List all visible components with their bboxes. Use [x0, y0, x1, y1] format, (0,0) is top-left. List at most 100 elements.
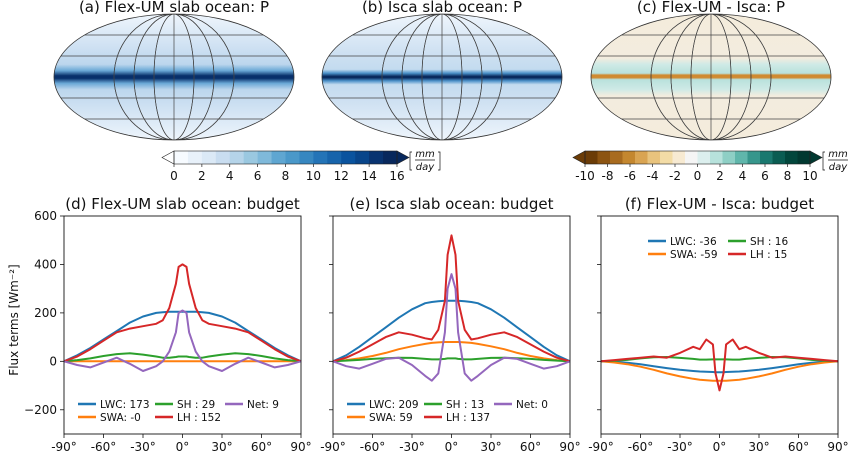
panel-title: (d) Flex-UM slab ocean: budget [65, 195, 300, 213]
colorbar-swatch [585, 151, 598, 164]
x-tick-label: 30° [748, 440, 769, 453]
budget-panel-1: (e) Isca slab ocean: budget -90° -60° -30° 0… [320, 195, 580, 454]
colorbar-tick-label: 2 [716, 169, 724, 183]
colorbar-tick-label: 12 [334, 169, 349, 183]
map-a [53, 13, 295, 141]
colorbar-swatch [229, 151, 245, 164]
colorbar-tick-label: 0 [694, 169, 702, 183]
colorbar-tick-label: 4 [739, 169, 747, 183]
y-tick-label: 400 [34, 257, 57, 271]
panel-title: (f) Flex-UM - Isca: budget [625, 195, 814, 213]
colorbar-tick-label: -10 [575, 169, 595, 183]
colorbar-swatch [697, 151, 711, 164]
colorbar-swatch [369, 151, 384, 164]
colorbar-extend-high [809, 150, 823, 165]
map-title-b: (b) Isca slab ocean: P [362, 0, 522, 16]
colorbar-tick-label: 10 [802, 169, 817, 183]
colorbar-tick-label: -2 [669, 169, 681, 183]
series-line-net [332, 273, 571, 382]
y-tick-label: −200 [24, 403, 57, 417]
colorbar-precip: 0 2 4 6 8 10 12 14 16 mm day [161, 149, 441, 183]
x-tick-label: -90° [51, 440, 77, 453]
colorbar-swatch [672, 151, 686, 164]
meridian-line [670, 14, 752, 140]
x-tick-label: 30° [480, 440, 501, 453]
colorbar-unit-den: day [829, 162, 848, 173]
colorbar-tick-label: 10 [306, 169, 321, 183]
colorbar-swatch [635, 151, 648, 164]
budget-panel-2: (f) Flex-UM - Isca: budget -90° -60° -30° 0°… [588, 195, 848, 454]
colorbar-tick-label: 14 [361, 169, 376, 183]
legend-entry: Net: 9 [247, 399, 279, 411]
colorbar-swatch [285, 151, 300, 164]
map-c-grid [591, 14, 831, 140]
legend-entry: SH : 16 [750, 236, 788, 248]
colorbar-tick-label: 0 [170, 169, 178, 183]
colorbar-unit-bracket [822, 151, 825, 171]
panel-title: (e) Isca slab ocean: budget [350, 195, 554, 213]
series-line-net [63, 309, 302, 372]
colorbar-swatch [327, 151, 342, 164]
series-line-lwc [332, 299, 571, 363]
y-tick-label: 200 [34, 306, 57, 320]
x-tick-label: 60° [788, 440, 809, 453]
colorbar-swatch [271, 151, 286, 164]
y-tick-label: 0 [49, 354, 57, 368]
legend-entry: SH : 29 [177, 399, 215, 411]
colorbar-swatch [257, 151, 273, 164]
x-tick-label: -90° [588, 440, 614, 453]
legend-entry: SWA: -0 [100, 412, 141, 424]
colorbar-swatch [299, 151, 314, 164]
map-c [590, 13, 832, 141]
x-tick-label: 0° [445, 440, 459, 453]
colorbar-swatch [243, 151, 259, 164]
legend-entry: Net: 0 [516, 399, 548, 411]
x-tick-label: -60° [360, 440, 386, 453]
x-tick-label: 30° [211, 440, 232, 453]
meridian-line [113, 14, 235, 140]
x-tick-label: 90° [559, 440, 580, 453]
x-tick-label: 60° [520, 440, 541, 453]
colorbar-tick-label: 6 [761, 169, 769, 183]
legend-entry: LH : 152 [177, 412, 221, 424]
meridian-line [381, 14, 503, 140]
colorbar-swatch [685, 151, 698, 164]
x-tick-label: 0° [713, 440, 727, 453]
colorbar-swatch [647, 151, 661, 164]
colorbar-swatch [215, 151, 231, 164]
colorbar-swatch [174, 151, 189, 164]
meridian-line [421, 14, 463, 140]
legend-entry: LH : 15 [750, 249, 787, 261]
colorbar-tick-label: 16 [389, 169, 404, 183]
x-tick-label: 0° [176, 440, 190, 453]
colorbar-swatch [201, 151, 217, 164]
colorbar-swatch [735, 151, 748, 164]
meridian-line [153, 14, 195, 140]
series-line-lh [600, 338, 839, 392]
colorbar-swatch [747, 151, 761, 164]
meridian-line [401, 14, 483, 140]
colorbar-tick-label: 8 [282, 169, 290, 183]
y-tick-label: 600 [34, 209, 57, 223]
map-b [321, 13, 563, 141]
colorbar-tick-label: -8 [602, 169, 614, 183]
x-tick-label: -90° [320, 440, 346, 453]
x-tick-label: -60° [91, 440, 117, 453]
x-tick-label: -30° [399, 440, 425, 453]
colorbar-tick-label: 8 [784, 169, 792, 183]
colorbar-tick-label: -4 [647, 169, 659, 183]
legend-entry: LWC: 173 [100, 399, 150, 411]
map-title-c: (c) Flex-UM - Isca: P [637, 0, 785, 16]
colorbar-swatch [383, 151, 398, 164]
series-line-lwc [600, 360, 839, 374]
legend-entry: SWA: 59 [369, 412, 413, 424]
meridian-line [690, 14, 732, 140]
colorbar-swatch [341, 151, 356, 164]
legend-entry: LWC: 209 [369, 399, 419, 411]
colorbar-swatch [760, 151, 773, 164]
colorbar-swatch [313, 151, 328, 164]
colorbar-swatch [722, 151, 736, 164]
colorbar-unit-num: mm [828, 149, 848, 160]
x-tick-label: 90° [827, 440, 848, 453]
